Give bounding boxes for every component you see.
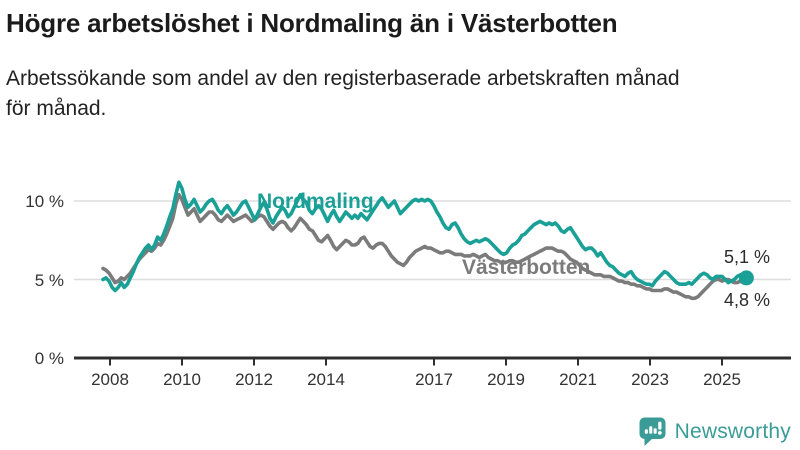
- series-label-nordmaling: Nordmaling: [257, 190, 374, 213]
- x-tick-label: 2012: [235, 370, 273, 389]
- y-tick-label-0: 0 %: [35, 349, 64, 368]
- latest-value-dot: [738, 270, 754, 286]
- series-label-vasterbotten: Västerbotten: [462, 256, 590, 279]
- y-tick-label-5: 5 %: [35, 271, 64, 290]
- line-västerbotten: [101, 192, 749, 301]
- end-value-label-vasterbotten: 4,8 %: [724, 290, 770, 310]
- newsworthy-logo-text: Newsworthy: [674, 419, 791, 443]
- x-tick-label: 2021: [559, 370, 597, 389]
- x-tick-label: 2010: [163, 370, 201, 389]
- x-tick-label: 2014: [307, 370, 345, 389]
- x-tick-label: 2008: [91, 370, 129, 389]
- bar-chart-glyph: [644, 421, 662, 435]
- chart-title: Högre arbetslöshet i Nordmaling än i Väs…: [6, 8, 618, 38]
- chart-subtitle: Arbetssökande som andel av den registerb…: [6, 64, 794, 124]
- horizontal-gridlines: [74, 200, 791, 281]
- speech-bubble-tail: [644, 436, 654, 446]
- line-nordmaling: [101, 180, 749, 293]
- x-tick-label: 2023: [631, 370, 669, 389]
- end-value-label-nordmaling: 5,1 %: [724, 247, 770, 267]
- newsworthy-logo[interactable]: Newsworthy: [638, 416, 791, 447]
- x-tick-label: 2017: [415, 370, 453, 389]
- series-lines: [101, 180, 749, 301]
- x-tick-label: 2019: [487, 370, 525, 389]
- y-axis-labels: 0 % 5 % 10 %: [25, 192, 64, 368]
- chart-subtitle-line-1: Arbetssökande som andel av den registerb…: [6, 67, 680, 90]
- chart-subtitle-line-2: för månad.: [6, 96, 107, 120]
- x-axis-tick-marks: [109, 359, 723, 366]
- x-axis-labels: 2008 2010 2012 2014 2017 2019 2021 2023 …: [91, 370, 741, 389]
- x-tick-label: 2025: [703, 370, 741, 389]
- y-tick-label-10: 10 %: [25, 192, 64, 211]
- newsworthy-chart-bubble-icon: [639, 417, 666, 446]
